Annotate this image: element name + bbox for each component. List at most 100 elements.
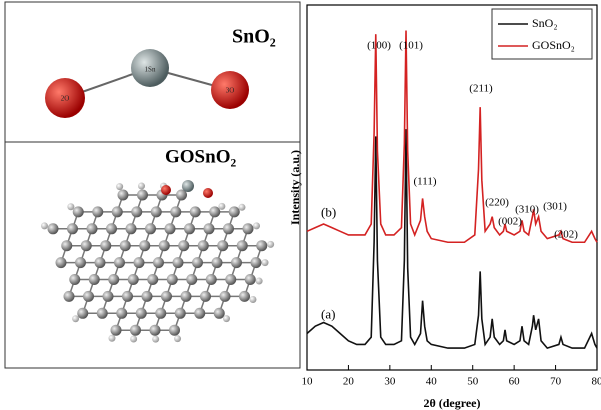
atom xyxy=(190,206,201,217)
atom xyxy=(251,257,262,268)
peak-label: (111) xyxy=(413,176,436,188)
atom xyxy=(169,325,180,336)
x-tick-label: 50 xyxy=(467,376,479,388)
atom xyxy=(151,206,162,217)
atom-label: 3O xyxy=(226,87,235,95)
atom xyxy=(100,240,111,251)
series-label: (b) xyxy=(321,204,336,219)
atom xyxy=(83,291,94,302)
atom xyxy=(220,291,231,302)
atom xyxy=(261,259,268,266)
atom xyxy=(152,336,159,343)
atom xyxy=(223,315,230,322)
legend-label: GOSnO₂ xyxy=(532,38,575,52)
peak-label: (211) xyxy=(469,83,493,95)
atom xyxy=(142,291,153,302)
atom-label: 1Sn xyxy=(145,66,156,74)
x-tick-label: 80 xyxy=(592,376,601,388)
atom xyxy=(56,257,67,268)
x-axis-label: 2θ (degree) xyxy=(423,396,480,410)
atom xyxy=(67,223,78,234)
molecule-drawing xyxy=(41,180,274,343)
atom xyxy=(89,274,100,285)
atom xyxy=(112,206,123,217)
atom xyxy=(87,223,98,234)
atom xyxy=(237,240,248,251)
peak-label: (101) xyxy=(399,40,423,52)
peak-label: (220) xyxy=(485,197,509,209)
atom xyxy=(138,183,145,190)
atom xyxy=(75,257,86,268)
atom xyxy=(137,190,148,201)
atom xyxy=(150,325,161,336)
atom xyxy=(181,291,192,302)
peak-label: (301) xyxy=(543,201,567,213)
atom xyxy=(120,240,131,251)
atom xyxy=(139,240,150,251)
y-axis-label: Intensity (a.u.) xyxy=(288,150,302,225)
atom xyxy=(155,308,166,319)
atom xyxy=(159,240,170,251)
molecule-title: SnO₂ xyxy=(232,26,276,48)
atom xyxy=(192,257,203,268)
series-label: (a) xyxy=(321,306,335,321)
atom xyxy=(249,296,256,303)
atom xyxy=(223,223,234,234)
atom xyxy=(217,240,228,251)
atom xyxy=(103,291,114,302)
atom xyxy=(92,206,103,217)
atom xyxy=(72,315,79,322)
atom xyxy=(97,308,108,319)
atom xyxy=(174,335,181,342)
atom xyxy=(225,274,236,285)
plot-frame xyxy=(307,5,597,370)
atom xyxy=(253,222,260,229)
atom xyxy=(200,291,211,302)
peak-label: (100) xyxy=(367,40,391,52)
atom xyxy=(206,274,217,285)
atom xyxy=(128,274,139,285)
atom-label: 2O xyxy=(61,95,70,103)
legend-label: SnO₂ xyxy=(532,16,558,30)
atom xyxy=(41,222,48,229)
atom xyxy=(173,257,184,268)
peak-label: (002) xyxy=(498,216,522,228)
atom xyxy=(116,308,127,319)
atom xyxy=(229,206,240,217)
atom xyxy=(203,188,213,198)
atom xyxy=(161,185,171,195)
atom xyxy=(81,240,92,251)
atom xyxy=(122,291,133,302)
atom xyxy=(209,206,220,217)
atom xyxy=(204,223,215,234)
atom xyxy=(153,257,164,268)
atom xyxy=(61,240,72,251)
x-tick-label: 60 xyxy=(509,376,521,388)
atom xyxy=(108,274,119,285)
atom xyxy=(69,274,80,285)
atom xyxy=(147,274,158,285)
atom xyxy=(218,203,225,210)
atom xyxy=(182,180,194,192)
atom xyxy=(108,335,115,342)
atom xyxy=(134,257,145,268)
peak-label: (310) xyxy=(515,204,539,216)
atom xyxy=(243,223,254,234)
atom xyxy=(145,223,156,234)
atom xyxy=(175,308,186,319)
atom xyxy=(267,241,274,248)
atom xyxy=(130,325,141,336)
atom xyxy=(77,308,88,319)
atom xyxy=(212,257,223,268)
atom xyxy=(214,308,225,319)
atom xyxy=(67,203,74,210)
peak-label: (202) xyxy=(554,229,578,241)
atom xyxy=(114,257,125,268)
atom xyxy=(130,336,137,343)
atom xyxy=(256,240,267,251)
atom xyxy=(167,274,178,285)
x-tick-label: 20 xyxy=(343,376,355,388)
atom xyxy=(116,183,123,190)
atom xyxy=(73,206,84,217)
